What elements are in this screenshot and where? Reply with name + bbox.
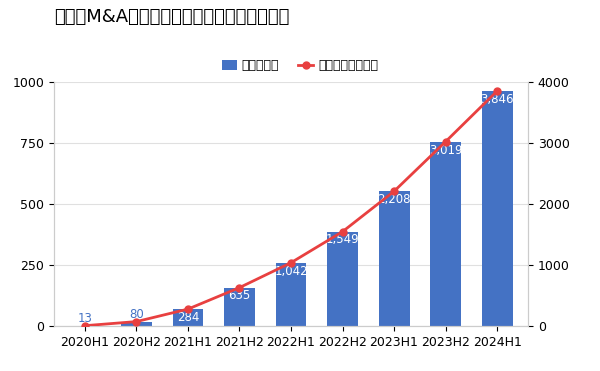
Text: 80: 80 (129, 308, 144, 321)
Bar (275, 263, 307, 326)
Bar (173, 309, 203, 326)
Bar (327, 232, 358, 326)
Bar (482, 91, 512, 326)
Bar (430, 142, 461, 326)
Bar (224, 288, 255, 326)
Text: 13: 13 (77, 312, 92, 325)
Text: 1,042: 1,042 (274, 265, 308, 278)
Text: 284: 284 (177, 311, 199, 324)
Legend: 累計成約数, 半期ごとの成約数: 累計成約数, 半期ごとの成約数 (217, 55, 383, 78)
Bar (379, 191, 410, 326)
Text: 3,019: 3,019 (429, 144, 463, 157)
Text: 3,846: 3,846 (481, 93, 514, 106)
Text: ラッコM&A：サイト売買成約数推移（半期）: ラッコM&A：サイト売買成約数推移（半期） (54, 8, 289, 26)
Text: 1,549: 1,549 (326, 233, 359, 246)
Text: 2,208: 2,208 (377, 193, 411, 206)
Bar (121, 322, 152, 326)
Text: 635: 635 (229, 289, 251, 302)
